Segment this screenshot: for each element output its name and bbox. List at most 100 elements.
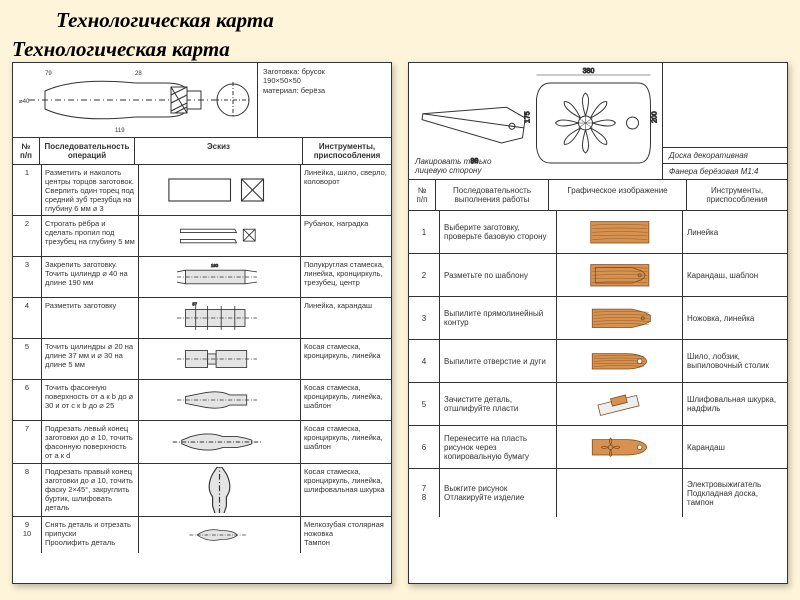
tech-card-right: 380 200 175 98 Лакировать только лицевую… bbox=[408, 62, 788, 584]
svg-text:200: 200 bbox=[652, 111, 659, 123]
page-title-1: Технологическая карта bbox=[12, 8, 788, 33]
right-table-row: 6Перенесите на пласть рисунок через копи… bbox=[409, 426, 787, 469]
right-table-body: 1Выберите заготовку, проверьте базовую с… bbox=[409, 211, 787, 583]
row-tools: Ножовка, линейка bbox=[683, 297, 787, 339]
tech-card-left: 79 28 119 ⌀40 Заготовка: брусок 190×50×5… bbox=[12, 62, 392, 584]
row-num: 7 8 bbox=[409, 469, 440, 517]
row-op: Зачистите деталь, отшлифуйте пласти bbox=[440, 383, 557, 425]
row-num: 7 bbox=[13, 421, 42, 463]
left-header-drawing: 79 28 119 ⌀40 bbox=[13, 63, 258, 137]
svg-text:⌀40: ⌀40 bbox=[19, 99, 30, 105]
row-graphic-icon bbox=[557, 469, 683, 517]
row-op: Подрезать правый конец заготовки до ⌀ 10… bbox=[42, 464, 139, 516]
svg-text:119: 119 bbox=[115, 128, 125, 134]
right-drawing-caption: Лакировать только лицевую сторону bbox=[415, 157, 491, 175]
svg-text:79: 79 bbox=[45, 71, 52, 77]
row-tools: Линейка, карандаш bbox=[301, 298, 391, 338]
right-header-drawing: 380 200 175 98 Лакировать только лицевую… bbox=[409, 63, 663, 179]
row-op: Точить цилиндры ⌀ 20 на длине 37 мм и ⌀ … bbox=[42, 339, 139, 379]
row-sketch bbox=[139, 464, 301, 516]
row-tools: Карандаш bbox=[683, 426, 787, 468]
svg-text:28: 28 bbox=[135, 71, 142, 77]
left-table-row: 2Строгать рёбра и сделать пропил под тре… bbox=[13, 216, 391, 257]
svg-text:380: 380 bbox=[583, 68, 595, 75]
row-tools: Шило, лобзик, выпиловочный столик bbox=[683, 340, 787, 382]
row-tools: Косая стамеска, кронциркуль, линейка, шл… bbox=[301, 464, 391, 516]
row-num: 1 bbox=[13, 165, 42, 215]
row-num: 6 bbox=[409, 426, 440, 468]
row-num: 1 bbox=[409, 211, 440, 253]
row-sketch bbox=[139, 165, 301, 215]
right-columns: № п/п Последовательность выполнения рабо… bbox=[409, 180, 787, 211]
right-table-row: 7 8Выжгите рисунок Отлакируйте изделие Эл… bbox=[409, 469, 787, 517]
row-sketch: 37 bbox=[139, 298, 301, 338]
row-graphic-icon bbox=[557, 254, 683, 296]
row-num: 4 bbox=[409, 340, 440, 382]
row-op: Точить фасонную поверхность от a к b до … bbox=[42, 380, 139, 420]
row-tools: Косая стамеска, кронциркуль, линейка bbox=[301, 339, 391, 379]
row-graphic-icon bbox=[557, 426, 683, 468]
row-sketch bbox=[139, 517, 301, 553]
svg-text:175: 175 bbox=[525, 111, 532, 123]
row-op: Строгать рёбра и сделать пропил под трез… bbox=[42, 216, 139, 256]
left-table-row: 9 10Снять деталь и отрезать припуски Про… bbox=[13, 517, 391, 553]
row-num: 5 bbox=[13, 339, 42, 379]
left-table-row: 5Точить цилиндры ⌀ 20 на длине 37 мм и ⌀… bbox=[13, 339, 391, 380]
row-tools: Линейка, шило, сверло, коловорот bbox=[301, 165, 391, 215]
row-graphic-icon bbox=[557, 211, 683, 253]
right-table-row: 1Выберите заготовку, проверьте базовую с… bbox=[409, 211, 787, 254]
left-table-row: 3Закрепить заготовку. Точить цилиндр ⌀ 4… bbox=[13, 257, 391, 298]
row-op: Разметьте по шаблону bbox=[440, 254, 557, 296]
row-graphic-icon bbox=[557, 383, 683, 425]
row-sketch: 190 bbox=[139, 257, 301, 297]
left-table-row: 6Точить фасонную поверхность от a к b до… bbox=[13, 380, 391, 421]
right-table-row: 5Зачистите деталь, отшлифуйте пласти Шлиф… bbox=[409, 383, 787, 426]
row-num: 3 bbox=[409, 297, 440, 339]
row-tools: Электровыжигатель Подкладная доска, тамп… bbox=[683, 469, 787, 517]
row-sketch bbox=[139, 339, 301, 379]
row-tools: Рубанок, наградка bbox=[301, 216, 391, 256]
left-table-row: 7Подрезать левый конец заготовки до ⌀ 10… bbox=[13, 421, 391, 464]
row-op: Перенесите на пласть рисунок через копир… bbox=[440, 426, 557, 468]
row-op: Выжгите рисунок Отлакируйте изделие bbox=[440, 469, 557, 517]
row-num: 6 bbox=[13, 380, 42, 420]
row-graphic-icon bbox=[557, 340, 683, 382]
right-drawing-title: Доска декоративная bbox=[663, 147, 787, 164]
left-columns: № п/п Последовательность операций Эскиз … bbox=[13, 138, 391, 165]
row-num: 2 bbox=[13, 216, 42, 256]
row-num: 2 bbox=[409, 254, 440, 296]
row-op: Выпилите прямолинейный контур bbox=[440, 297, 557, 339]
right-table-row: 3Выпилите прямолинейный контур Ножовка, л… bbox=[409, 297, 787, 340]
row-op: Выберите заготовку, проверьте базовую ст… bbox=[440, 211, 557, 253]
row-num: 4 bbox=[13, 298, 42, 338]
row-graphic-icon bbox=[557, 297, 683, 339]
svg-text:37: 37 bbox=[192, 301, 197, 306]
row-tools: Мелкозубая столярная ножовка Тампон bbox=[301, 517, 391, 553]
row-num: 5 bbox=[409, 383, 440, 425]
row-tools: Линейка bbox=[683, 211, 787, 253]
left-table-body: 1Разметить и наколоть центры торцов заго… bbox=[13, 165, 391, 583]
page-title-2: Технологическая карта bbox=[12, 37, 788, 62]
row-op: Подрезать левый конец заготовки до ⌀ 10,… bbox=[42, 421, 139, 463]
row-op: Разметить заготовку bbox=[42, 298, 139, 338]
row-sketch bbox=[139, 421, 301, 463]
row-num: 9 10 bbox=[13, 517, 42, 553]
row-op: Снять деталь и отрезать припуски Проолиф… bbox=[42, 517, 139, 553]
row-sketch bbox=[139, 216, 301, 256]
left-header-note: Заготовка: брусок 190×50×50 материал: бе… bbox=[258, 63, 391, 137]
row-tools: Косая стамеска, кронциркуль, линейка, ша… bbox=[301, 380, 391, 420]
row-op: Разметить и наколоть центры торцов загот… bbox=[42, 165, 139, 215]
right-drawing-sub: Фанера берёзовая М1:4 bbox=[663, 164, 787, 179]
row-op: Закрепить заготовку. Точить цилиндр ⌀ 40… bbox=[42, 257, 139, 297]
row-sketch bbox=[139, 380, 301, 420]
right-table-row: 4Выпилите отверстие и дуги Шило, лобзик, … bbox=[409, 340, 787, 383]
right-table-row: 2Разметьте по шаблону Карандаш, шаблон bbox=[409, 254, 787, 297]
row-tools: Шлифовальная шкурка, надфиль bbox=[683, 383, 787, 425]
row-num: 3 bbox=[13, 257, 42, 297]
left-table-row: 1Разметить и наколоть центры торцов заго… bbox=[13, 165, 391, 216]
row-tools: Полукруглая стамеска, линейка, кронцирку… bbox=[301, 257, 391, 297]
row-tools: Карандаш, шаблон bbox=[683, 254, 787, 296]
row-op: Выпилите отверстие и дуги bbox=[440, 340, 557, 382]
row-num: 8 bbox=[13, 464, 42, 516]
left-table-row: 4Разметить заготовку 37 Линейка, карандаш bbox=[13, 298, 391, 339]
